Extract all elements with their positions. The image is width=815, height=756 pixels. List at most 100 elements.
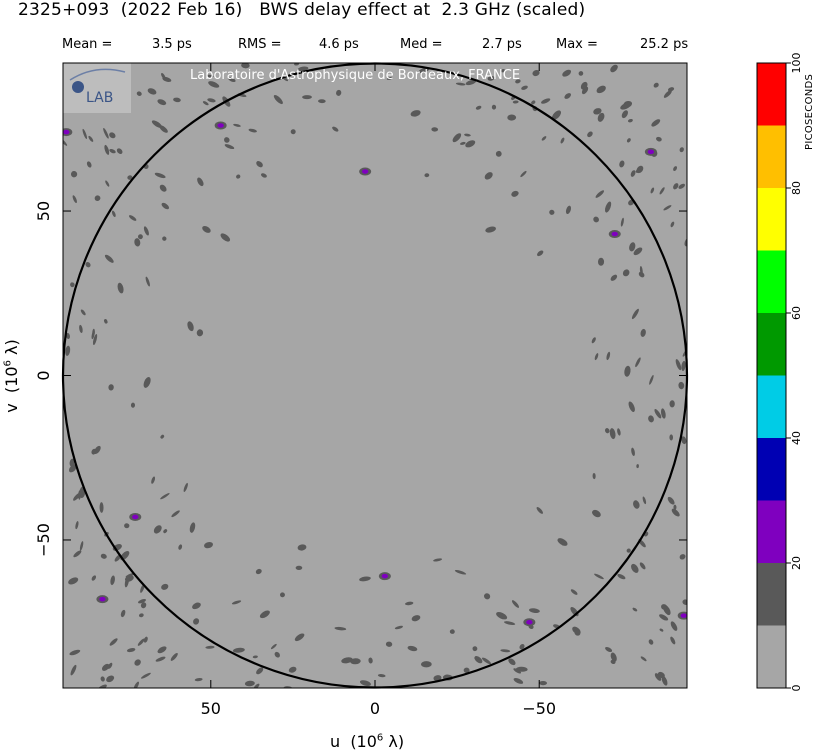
contour-blob: [252, 655, 258, 659]
contour-blob: [487, 75, 495, 81]
y-tick-label: 0: [34, 370, 53, 380]
contour-blob: [91, 575, 97, 581]
contour-blob: [604, 428, 610, 434]
contour-blob: [632, 607, 638, 612]
contour-blob: [130, 402, 136, 408]
contour-blob: [591, 337, 596, 344]
contour-blob: [202, 225, 211, 233]
colorbar-segment: [757, 250, 786, 313]
x-tick-label: 50: [201, 699, 221, 718]
contour-blob: [79, 541, 84, 551]
contour-blob: [433, 558, 443, 562]
contour-blob: [678, 381, 685, 390]
contour-blob: [624, 365, 631, 377]
colorbar-segment: [757, 375, 786, 438]
contour-blob: [274, 651, 280, 658]
contour-blob: [248, 128, 257, 133]
contour-blob: [619, 160, 625, 168]
contour-blob: [500, 69, 506, 73]
hotspot: [526, 619, 533, 625]
contour-blob: [187, 321, 194, 332]
colorbar: 0 20 40 60 80 100: [756, 53, 803, 692]
contour-blob: [597, 112, 605, 122]
contour-blob: [649, 374, 654, 385]
contour-blob: [270, 643, 277, 650]
contour-blob: [633, 247, 643, 256]
contour-blob: [549, 209, 555, 215]
contour-blob: [424, 173, 430, 178]
contour-blob: [124, 523, 130, 529]
contour-blob: [233, 123, 241, 127]
contour-blob: [72, 195, 77, 204]
contour-blob: [368, 657, 373, 664]
contour-blob: [232, 647, 245, 653]
contour-blob: [593, 108, 602, 115]
contour-blob: [108, 384, 114, 391]
contour-blob: [537, 250, 544, 257]
contour-blob: [464, 133, 471, 137]
contour-blob: [145, 276, 150, 287]
contour-blob: [189, 522, 196, 533]
contour-blob: [259, 610, 270, 619]
contour-blob: [161, 202, 170, 210]
contour-blob: [96, 684, 107, 688]
contour-blob: [101, 663, 110, 671]
contour-blob: [520, 170, 527, 178]
contour-blob: [137, 638, 145, 646]
contour-blob: [411, 615, 421, 622]
contour-blob: [642, 496, 647, 505]
contour-blob: [65, 345, 71, 356]
contour-blob: [485, 226, 496, 233]
contour-blob: [126, 648, 136, 653]
contour-blob: [255, 568, 262, 575]
contour-blob: [628, 401, 635, 413]
contour-blob: [513, 668, 522, 674]
contour-blob: [109, 132, 116, 139]
contour-blob: [639, 562, 646, 570]
contour-blob: [208, 81, 220, 88]
contour-blob: [420, 661, 432, 668]
contour-blob: [594, 353, 599, 361]
contour-blob: [639, 266, 643, 275]
contour-blob: [120, 609, 126, 618]
contour-blob: [656, 136, 662, 142]
contour-blob: [481, 657, 492, 665]
contour-blob: [606, 351, 611, 361]
contour-blob: [465, 140, 476, 148]
contour-blob: [157, 99, 167, 106]
hotspot: [381, 573, 389, 579]
contour-blob: [88, 135, 94, 142]
stat-rms-value: 4.6 ps: [319, 37, 359, 52]
hotspot: [611, 231, 618, 237]
contour-blob: [109, 638, 118, 646]
y-tick-label: −50: [34, 523, 53, 557]
contour-blob: [669, 434, 674, 441]
contour-blob: [667, 87, 675, 92]
contour-blob: [295, 565, 303, 570]
contour-blob: [193, 618, 200, 625]
contour-blob: [630, 170, 636, 177]
colorbar-segment: [757, 500, 786, 563]
contour-blob: [260, 173, 267, 178]
contour-blob: [475, 105, 482, 110]
contour-blob: [663, 90, 672, 98]
contour-blob: [679, 554, 686, 560]
contour-blob: [70, 664, 77, 676]
colorbar-segment: [757, 438, 786, 501]
x-axis: 50 0 −50: [201, 63, 556, 718]
contour-blob: [620, 217, 624, 227]
contour-blob: [82, 128, 88, 140]
contour-blob: [279, 592, 285, 598]
contour-blob: [332, 126, 339, 132]
contour-blob: [631, 447, 635, 457]
hotspot: [680, 613, 687, 618]
contour-blob: [617, 428, 621, 436]
contour-blob: [318, 99, 326, 104]
contour-blob: [394, 625, 403, 630]
contour-blob: [69, 649, 81, 656]
contour-blob: [622, 269, 630, 277]
contour-blob: [127, 175, 133, 180]
contour-blob: [596, 85, 606, 94]
contour-blob: [99, 502, 104, 513]
contour-blob: [294, 633, 305, 642]
